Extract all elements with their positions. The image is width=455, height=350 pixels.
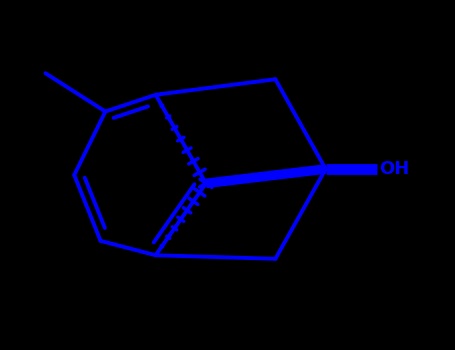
- Text: OH: OH: [379, 160, 410, 178]
